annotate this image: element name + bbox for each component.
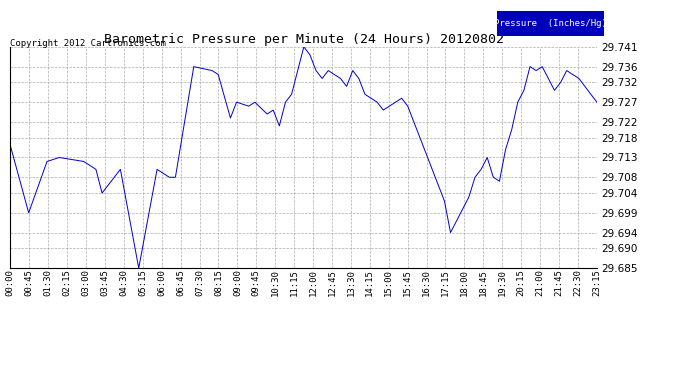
Text: Pressure  (Inches/Hg): Pressure (Inches/Hg) (494, 19, 607, 28)
Title: Barometric Pressure per Minute (24 Hours) 20120802: Barometric Pressure per Minute (24 Hours… (104, 33, 504, 46)
Text: Copyright 2012 Cartronics.com: Copyright 2012 Cartronics.com (10, 39, 166, 48)
